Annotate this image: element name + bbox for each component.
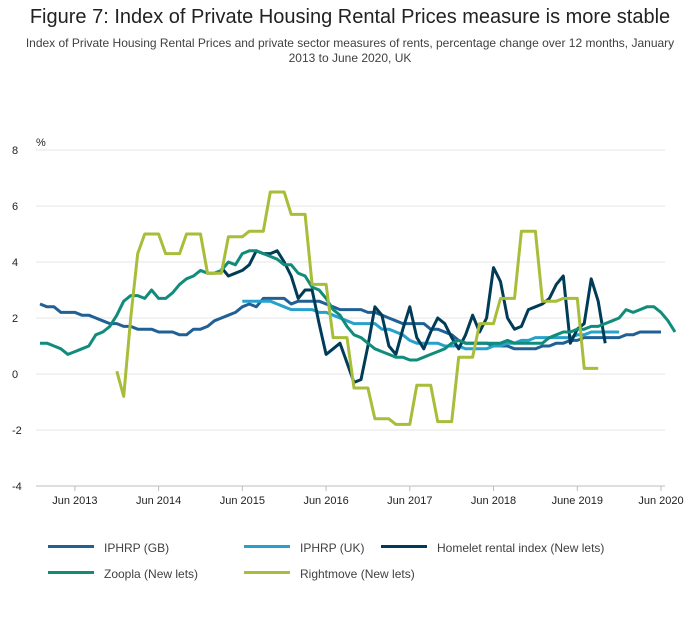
x-tick-label: Jun 2013 (52, 495, 97, 507)
legend-swatch (244, 571, 290, 575)
legend-item[interactable]: Homelet rental index (New lets) (381, 541, 604, 555)
legend-label: IPHRP (UK) (300, 541, 365, 555)
legend-swatch (48, 545, 94, 549)
x-tick-label: Jun 2014 (136, 495, 181, 507)
y-axis-unit-label: % (36, 137, 46, 149)
series-line-rightmove-new-lets[interactable] (115, 190, 599, 426)
chart-subtitle: Index of Private Housing Rental Prices a… (25, 36, 675, 65)
legend-item[interactable]: Zoopla (New lets) (48, 567, 198, 581)
x-tick-label: Jun 2015 (220, 495, 265, 507)
y-tick-label: -4 (12, 481, 22, 493)
y-tick-label: 8 (12, 145, 18, 157)
y-tick-label: 4 (12, 257, 18, 269)
legend-item[interactable]: IPHRP (UK) (244, 541, 364, 555)
legend-label: Rightmove (New lets) (300, 567, 415, 581)
chart-title: Figure 7: Index of Private Housing Renta… (29, 6, 671, 28)
legend-label: IPHRP (GB) (104, 541, 170, 555)
series-lines (39, 190, 677, 426)
grid-lines (36, 149, 665, 487)
x-tick-label: June 2019 (552, 495, 603, 507)
series-line-zoopla-new-lets[interactable] (40, 249, 677, 362)
series-line-iphrp-gb[interactable] (39, 296, 661, 351)
legend-label: Zoopla (New lets) (104, 567, 199, 581)
y-tick-label: 6 (12, 201, 18, 213)
x-tick-label: Jun 2016 (303, 495, 348, 507)
series-line-homelet-rental-index-new-lets[interactable] (220, 249, 607, 384)
y-tick-label: 0 (12, 369, 18, 381)
legend-swatch (381, 545, 427, 549)
x-tick-label: Jun 2020 (638, 495, 683, 507)
x-axis-ticks: Jun 2013 Jun 2014 Jun 2015 Jun 2016 Jun 2017… (52, 486, 684, 507)
legend-swatch (48, 571, 94, 575)
legend-label: Homelet rental index (New lets) (437, 541, 605, 555)
y-axis-ticks: -4 -2 0 2 4 6 8 (12, 145, 22, 493)
x-tick-label: Jun 2018 (471, 495, 516, 507)
legend-item[interactable]: IPHRP (GB) (48, 541, 169, 555)
y-tick-label: -2 (12, 425, 22, 437)
legend-item[interactable]: Rightmove (New lets) (244, 567, 415, 581)
series-line-iphrp-uk[interactable] (242, 299, 620, 351)
legend-swatch (244, 545, 290, 549)
y-tick-label: 2 (12, 313, 18, 325)
x-tick-label: Jun 2017 (387, 495, 432, 507)
